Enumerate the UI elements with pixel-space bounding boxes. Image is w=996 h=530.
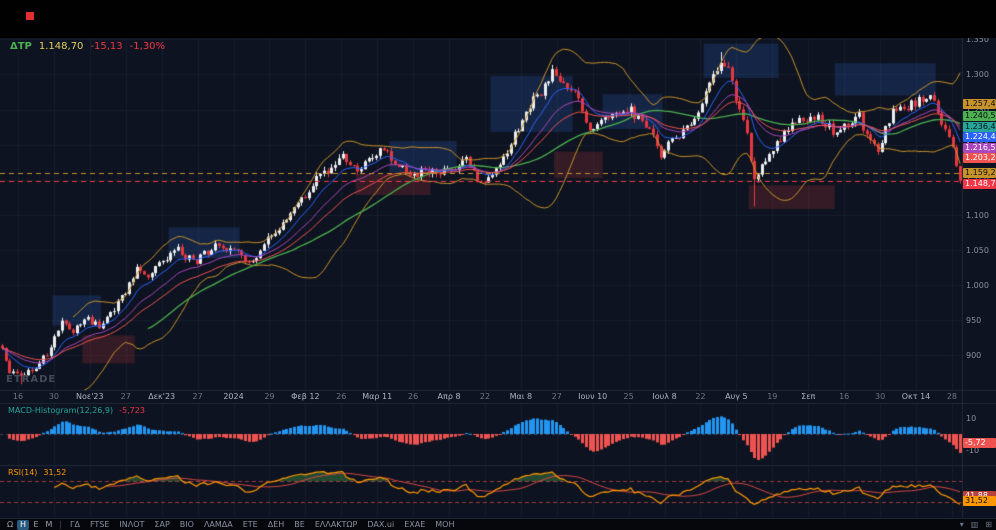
- ticker-button-ΔΕΗ[interactable]: ΔΕΗ: [267, 519, 285, 529]
- price-tick: 1.250: [966, 105, 989, 115]
- price-tag: 1.236,41: [963, 121, 996, 132]
- ticker-button-ΒΙΟ[interactable]: ΒΙΟ: [179, 519, 194, 529]
- time-tick: 27: [120, 392, 131, 401]
- top-bar: [0, 0, 996, 38]
- time-tick: 16: [12, 392, 24, 401]
- price-tick: 950: [966, 315, 982, 325]
- price-tick: 1.000: [966, 280, 989, 290]
- timeframe-button-Η[interactable]: Η: [17, 519, 29, 530]
- toolbar-icons: ▾ ▥ ⊞: [960, 520, 992, 530]
- ticker-button-ΛΑΜΔΑ[interactable]: ΛΑΜΔΑ: [203, 519, 233, 529]
- price-tag: 1.216,53: [963, 142, 996, 153]
- macd-tick: -10: [966, 445, 980, 455]
- time-tick: 26: [336, 392, 347, 401]
- time-tick: 22: [695, 392, 706, 401]
- ticker-group: ΓΔ FTSE ΙΝΛΟΤ ΣΑΡ ΒΙΟ ΛΑΜΔΑ ΕΤΕ ΔΕΗ ΒΕ ΕΛΛΑΚΤΩΡ DA…: [66, 520, 458, 530]
- price-tick: 1.300: [966, 70, 989, 80]
- ticker-button-ΕΧΑΕ[interactable]: ΕΧΑΕ: [404, 519, 426, 529]
- price-tick: 1.100: [966, 210, 989, 220]
- time-tick: 27: [192, 392, 203, 401]
- time-tick: 26: [408, 392, 419, 401]
- macd-value-tag: -5,72: [963, 438, 996, 449]
- price-axis[interactable]: 1.3501.3001.2501.2001.1501.1001.0501.000…: [963, 38, 996, 518]
- time-tick: Μαι 8: [509, 392, 533, 401]
- time-tick: 27: [551, 392, 562, 401]
- ticker-button-ΙΝΛΟΤ[interactable]: ΙΝΛΟΤ: [119, 519, 145, 529]
- price-tag: 1.257,43: [963, 99, 996, 110]
- rsi-value-tag: 41,88: [963, 490, 996, 501]
- rsi-value-tag: 31,52: [963, 495, 996, 506]
- panel-collapse-icon[interactable]: ▾: [959, 519, 964, 529]
- time-tick: Ιουν 10: [578, 392, 608, 401]
- macd-tick: 10: [966, 414, 977, 424]
- price-tag: 1.148,70: [963, 178, 996, 189]
- time-tick: 28: [946, 392, 957, 401]
- price-change-percent: -1,30%: [129, 41, 166, 52]
- time-tick: 29: [264, 392, 275, 401]
- ticker-button-ΓΔ[interactable]: ΓΔ: [70, 519, 80, 529]
- last-price: 1.148,70: [38, 41, 84, 52]
- rsi-indicator-label: RSI(14) 31,52: [8, 468, 66, 477]
- time-tick: Απρ 8: [437, 392, 461, 401]
- price-tick: 1.350: [966, 38, 989, 45]
- time-tick: Μαρ 11: [362, 392, 393, 401]
- macd-indicator-label: MACD-Histogram(12,26,9) -5,723: [8, 406, 145, 415]
- symbol-name: ΔΤΡ: [10, 41, 32, 52]
- time-tick: Φεβ 12: [291, 392, 320, 401]
- price-tag: 1.203,25: [963, 153, 996, 164]
- time-tick: Οκτ 14: [901, 392, 931, 401]
- time-tick: 30: [48, 392, 59, 401]
- chart-region: ΔΤΡ 1.148,70 -15,13 -1,30% ETRADE MACD-H…: [0, 38, 996, 518]
- time-tick: Δεκ'23: [148, 392, 176, 401]
- time-tick: Σεπ: [801, 392, 816, 401]
- record-indicator: [26, 12, 34, 20]
- time-tick: 16: [839, 392, 850, 401]
- time-tick: Αυγ 5: [725, 392, 748, 401]
- bar-chart-icon[interactable]: ▥: [970, 519, 979, 529]
- price-tag: 1.159,24: [963, 168, 996, 179]
- timeframe-button-Ε[interactable]: Ε: [33, 519, 39, 529]
- time-tick: Νοε'23: [76, 392, 104, 401]
- rsi-name: RSI(14): [8, 468, 38, 477]
- time-tick: Ιουλ 8: [652, 392, 677, 401]
- timeframe-button-Μ[interactable]: Μ: [45, 519, 53, 529]
- ticker-button-ΕΛΛΑΚΤΩΡ[interactable]: ΕΛΛΑΚΤΩΡ: [314, 519, 358, 529]
- broker-watermark: ETRADE: [6, 374, 57, 385]
- price-change: -15,13: [90, 41, 123, 52]
- ticker-button-DAX.ui[interactable]: DAX.ui: [367, 519, 395, 529]
- ticker-button-ΜΟΗ[interactable]: ΜΟΗ: [435, 519, 455, 529]
- macd-value: -5,723: [119, 406, 145, 415]
- ticker-button-FTSE[interactable]: FTSE: [89, 519, 110, 529]
- price-tag: 1.240,56: [963, 111, 996, 122]
- timeframe-button-Ω[interactable]: Ω: [6, 519, 14, 529]
- price-tick: 900: [966, 350, 982, 360]
- layout-grid-icon[interactable]: ⊞: [985, 519, 992, 529]
- ticker-button-ΕΤΕ[interactable]: ΕΤΕ: [242, 519, 258, 529]
- price-tag: 1.224,48: [963, 132, 996, 143]
- time-tick: 22: [479, 392, 491, 401]
- time-tick: 30: [874, 392, 886, 401]
- symbol-info: ΔΤΡ 1.148,70 -15,13 -1,30%: [10, 41, 165, 52]
- ticker-button-ΣΑΡ[interactable]: ΣΑΡ: [154, 519, 170, 529]
- rsi-value: 31,52: [43, 468, 67, 477]
- time-tick: 19: [767, 392, 778, 401]
- ticker-button-ΒΕ[interactable]: ΒΕ: [294, 519, 305, 529]
- macd-name: MACD-Histogram(12,26,9): [8, 406, 114, 415]
- time-axis[interactable]: 16 30 Νοε'23 27 Δεκ'23 27 2024 29 Φεβ 12 26 Μαρ 11…: [0, 390, 962, 404]
- toolbar-divider: [60, 520, 61, 529]
- price-tick: 1.050: [966, 245, 989, 255]
- time-tick: 2024: [223, 392, 244, 401]
- time-tick: 25: [623, 392, 634, 401]
- chart-canvas[interactable]: [0, 38, 996, 518]
